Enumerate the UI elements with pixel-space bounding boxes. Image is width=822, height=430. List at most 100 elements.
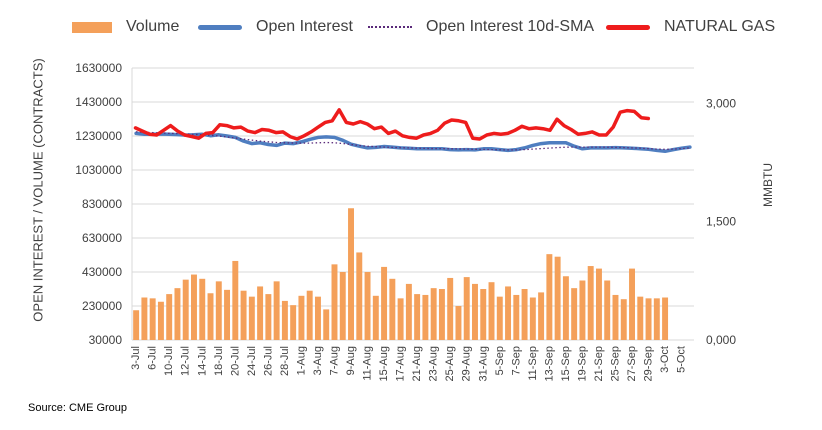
y-tick-label-left: 230000 — [82, 299, 122, 313]
x-tick-label: 7-Sep — [510, 346, 522, 375]
natural-gas-line — [133, 108, 651, 141]
axes: 1630000 1430000 1230000 1030000 830000 630000… — [75, 61, 736, 381]
x-tick-label: 5-Sep — [494, 346, 506, 375]
volume-bar — [389, 278, 396, 340]
y-tick-label-right: 0,000 — [706, 333, 736, 347]
volume-bar — [637, 296, 644, 340]
volume-bar — [290, 305, 297, 340]
x-tick-label: 10-Jul — [163, 346, 175, 376]
series-lines — [133, 108, 692, 154]
volume-bar — [662, 297, 669, 340]
legend: Volume Open Interest Open Interest 10d-S… — [0, 18, 822, 48]
volume-bar — [505, 286, 512, 340]
volume-bar — [331, 264, 338, 340]
volume-bar — [604, 280, 611, 340]
volume-bar — [579, 280, 586, 340]
volume-bar — [562, 276, 569, 340]
y-tick-label-left: 1230000 — [75, 129, 122, 143]
x-tick-label: 20-Jul — [229, 346, 241, 376]
x-tick-label: 28-Jul — [279, 346, 291, 376]
volume-bar — [496, 296, 503, 340]
volume-bar — [463, 277, 470, 340]
open-interest-line — [134, 131, 692, 154]
volume-bar — [174, 288, 181, 340]
volume-bar — [149, 298, 156, 340]
volume-bar — [414, 294, 421, 340]
legend-item-volume: Volume — [72, 18, 179, 36]
x-tick-label: 21-Sep — [593, 346, 605, 381]
volume-bar — [248, 296, 255, 340]
y-tick-label-left: 630000 — [82, 231, 122, 245]
volume-bar — [298, 295, 305, 340]
volume-bar — [521, 289, 528, 340]
x-tick-label: 15-Aug — [378, 346, 390, 381]
volume-bar — [240, 290, 247, 340]
volume-bar — [546, 254, 553, 340]
volume-bar — [488, 282, 495, 340]
volume-bar — [554, 256, 561, 340]
x-tick-label: 3-Jul — [130, 346, 142, 370]
x-tick-label: 24-Jul — [246, 346, 258, 376]
volume-bar — [422, 294, 429, 340]
x-tick-label: 15-Sep — [560, 346, 572, 381]
x-tick-label: 9-Aug — [345, 346, 357, 375]
y-axis-title-left: OPEN INTEREST / VOLUME (CONTRACTS) — [30, 58, 46, 322]
legend-label-open-interest: Open Interest — [256, 18, 353, 35]
volume-bar — [480, 289, 487, 340]
volume-bar — [612, 294, 619, 340]
volume-bar — [447, 277, 454, 340]
x-tick-label: 29-Sep — [643, 346, 655, 381]
legend-item-sma: Open Interest 10d-SMA — [368, 18, 594, 36]
x-tick-label: 25-Aug — [444, 346, 456, 381]
x-tick-label: 19-Sep — [576, 346, 588, 381]
legend-swatch-sma — [368, 26, 412, 28]
volume-bars — [133, 208, 669, 340]
y-tick-label-right: 1,500 — [706, 215, 736, 229]
volume-bar — [306, 290, 313, 340]
volume-bar — [199, 278, 206, 340]
x-tick-label: 17-Aug — [395, 346, 407, 381]
volume-bar — [191, 274, 197, 340]
x-tick-label: 14-Jul — [196, 346, 208, 376]
x-tick-label: 7-Aug — [328, 346, 340, 375]
volume-bar — [455, 306, 462, 340]
volume-bar — [529, 297, 536, 340]
y-tick-label-left: 1630000 — [75, 61, 122, 75]
volume-bar — [166, 294, 173, 340]
volume-bar — [273, 281, 280, 340]
legend-swatch-open-interest — [198, 24, 242, 30]
volume-bar — [587, 266, 594, 340]
x-tick-label: 3-Aug — [312, 346, 324, 375]
volume-bar — [257, 286, 264, 340]
volume-bar — [653, 298, 660, 340]
volume-bar — [381, 266, 388, 340]
volume-bar — [438, 289, 445, 340]
legend-swatch-natural-gas — [606, 24, 650, 30]
y-tick-label-left: 830000 — [82, 197, 122, 211]
y-tick-label-left: 30000 — [89, 333, 123, 347]
volume-bar — [397, 298, 404, 340]
x-tick-label: 31-Aug — [477, 346, 489, 381]
volume-bar — [314, 296, 321, 340]
legend-item-natural-gas: NATURAL GAS — [606, 18, 775, 36]
x-tick-label: 11-Aug — [362, 346, 374, 381]
x-tick-label: 5-Oct — [676, 346, 688, 373]
volume-bar — [472, 283, 478, 340]
x-tick-label: 23-Aug — [428, 346, 440, 381]
open-interest-sma-line — [136, 131, 690, 151]
y-tick-label-right: 3,000 — [706, 96, 736, 110]
x-tick-label: 27-Sep — [626, 346, 638, 381]
volume-bar — [513, 294, 520, 340]
x-tick-label: 21-Aug — [411, 346, 423, 381]
x-tick-label: 12-Jul — [180, 346, 192, 376]
volume-bar — [182, 279, 189, 340]
volume-bar — [281, 300, 288, 340]
volume-bar — [645, 298, 652, 340]
volume-bar — [571, 288, 578, 340]
volume-bar — [620, 299, 627, 340]
volume-bar — [133, 310, 140, 340]
volume-bar — [348, 208, 354, 340]
x-tick-label: 26-Jul — [262, 346, 274, 376]
x-tick-label: 1-Aug — [295, 346, 307, 375]
x-tick-label: 13-Sep — [543, 346, 555, 381]
